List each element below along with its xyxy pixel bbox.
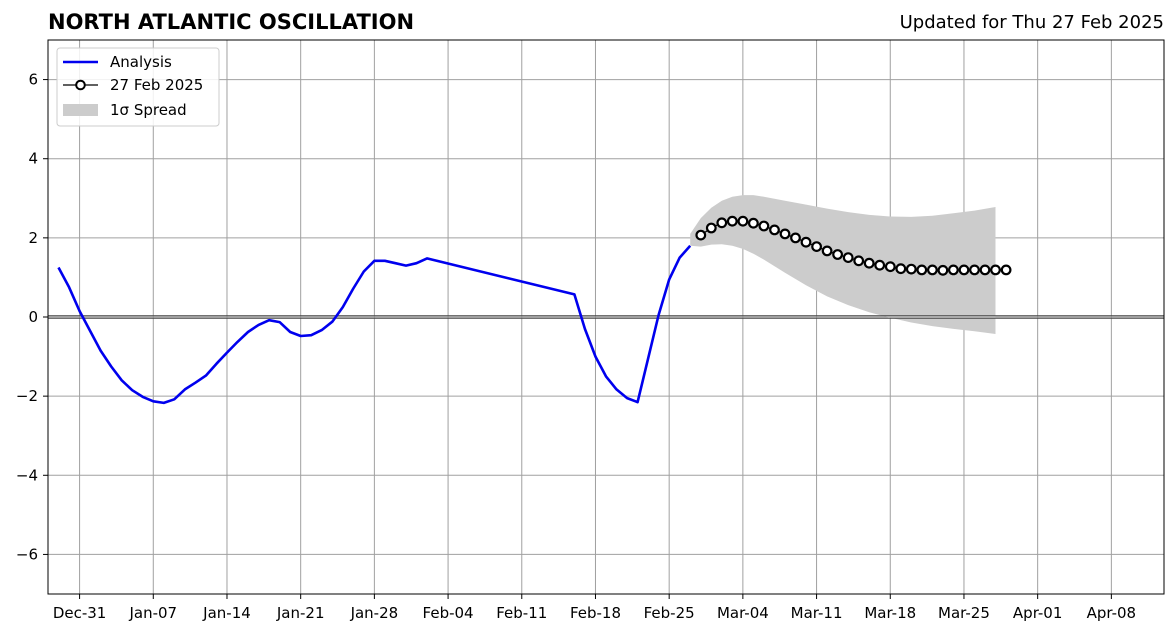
forecast-markers — [695, 215, 1012, 276]
x-tick-label: Feb-25 — [644, 604, 695, 622]
forecast-point — [863, 257, 875, 269]
legend-label: 27 Feb 2025 — [110, 76, 203, 94]
forecast-point — [790, 232, 801, 244]
forecast-point — [758, 220, 770, 232]
updated-label: Updated for Thu 27 Feb 2025 — [899, 12, 1164, 33]
x-tick-label: Mar-25 — [938, 604, 990, 622]
forecast-point — [811, 241, 822, 253]
forecast-point — [905, 263, 917, 275]
x-tick-label: Jan-14 — [202, 604, 251, 622]
forecast-point — [979, 264, 991, 276]
forecast-point — [916, 264, 928, 276]
legend-label: Analysis — [110, 53, 172, 71]
x-tick-label: Apr-01 — [1013, 604, 1063, 622]
x-tick-label: Feb-11 — [496, 604, 547, 622]
forecast-point — [937, 264, 949, 276]
legend-marker-forecast — [75, 79, 86, 91]
forecast-point — [737, 215, 749, 227]
forecast-point — [726, 215, 738, 227]
x-tick-label: Mar-11 — [791, 604, 843, 622]
x-tick-label: Feb-04 — [423, 604, 474, 622]
forecast-point — [927, 264, 938, 276]
forecast-point — [948, 264, 959, 276]
forecast-point — [800, 236, 812, 248]
x-tick-label: Mar-04 — [717, 604, 769, 622]
y-tick-label: −4 — [16, 466, 38, 484]
legend-swatch-spread — [63, 104, 98, 116]
forecast-point — [895, 263, 907, 275]
zero-line-layer — [48, 315, 1164, 319]
forecast-point — [969, 264, 980, 276]
x-tick-label: Dec-31 — [53, 604, 107, 622]
y-tick-label: 6 — [28, 71, 38, 89]
forecast-point — [716, 217, 728, 229]
y-tick-label: −6 — [16, 545, 38, 563]
y-axis: −6 −4 −2 0 2 4 6 — [16, 71, 48, 563]
x-tick-label: Feb-18 — [570, 604, 621, 622]
y-tick-label: 4 — [28, 150, 38, 168]
forecast-point — [832, 249, 843, 260]
legend: Analysis 27 Feb 2025 1σ Spread — [56, 47, 220, 127]
forecast-point — [842, 252, 854, 264]
forecast-point — [1000, 264, 1012, 276]
spread-band — [690, 195, 996, 334]
spread-layer — [690, 195, 996, 334]
forecast-point — [853, 255, 865, 267]
x-axis: Dec-31 Jan-07 Jan-14 Jan-21 Jan-28 Feb-04 Feb-… — [53, 594, 1136, 622]
x-tick-label: Jan-28 — [350, 604, 399, 622]
forecast-point — [695, 229, 707, 241]
x-tick-label: Jan-07 — [128, 604, 177, 622]
forecast-point — [884, 261, 896, 273]
chart-title: NORTH ATLANTIC OSCILLATION — [48, 10, 415, 34]
forecast-point — [958, 264, 970, 276]
forecast-point — [779, 228, 791, 240]
y-tick-label: −2 — [16, 387, 38, 405]
forecast-point — [821, 245, 833, 257]
forecast-point — [705, 222, 717, 234]
x-tick-label: Mar-18 — [864, 604, 916, 622]
forecast-point — [874, 259, 886, 271]
analysis-line — [57, 244, 692, 405]
forecast-point — [990, 264, 1001, 276]
y-tick-label: 2 — [28, 229, 38, 247]
x-tick-label: Apr-08 — [1087, 604, 1137, 622]
forecast-point — [748, 217, 759, 229]
forecast-point — [769, 224, 780, 236]
legend-label: 1σ Spread — [110, 101, 187, 119]
y-tick-label: 0 — [28, 308, 38, 326]
x-tick-label: Jan-21 — [276, 604, 325, 622]
